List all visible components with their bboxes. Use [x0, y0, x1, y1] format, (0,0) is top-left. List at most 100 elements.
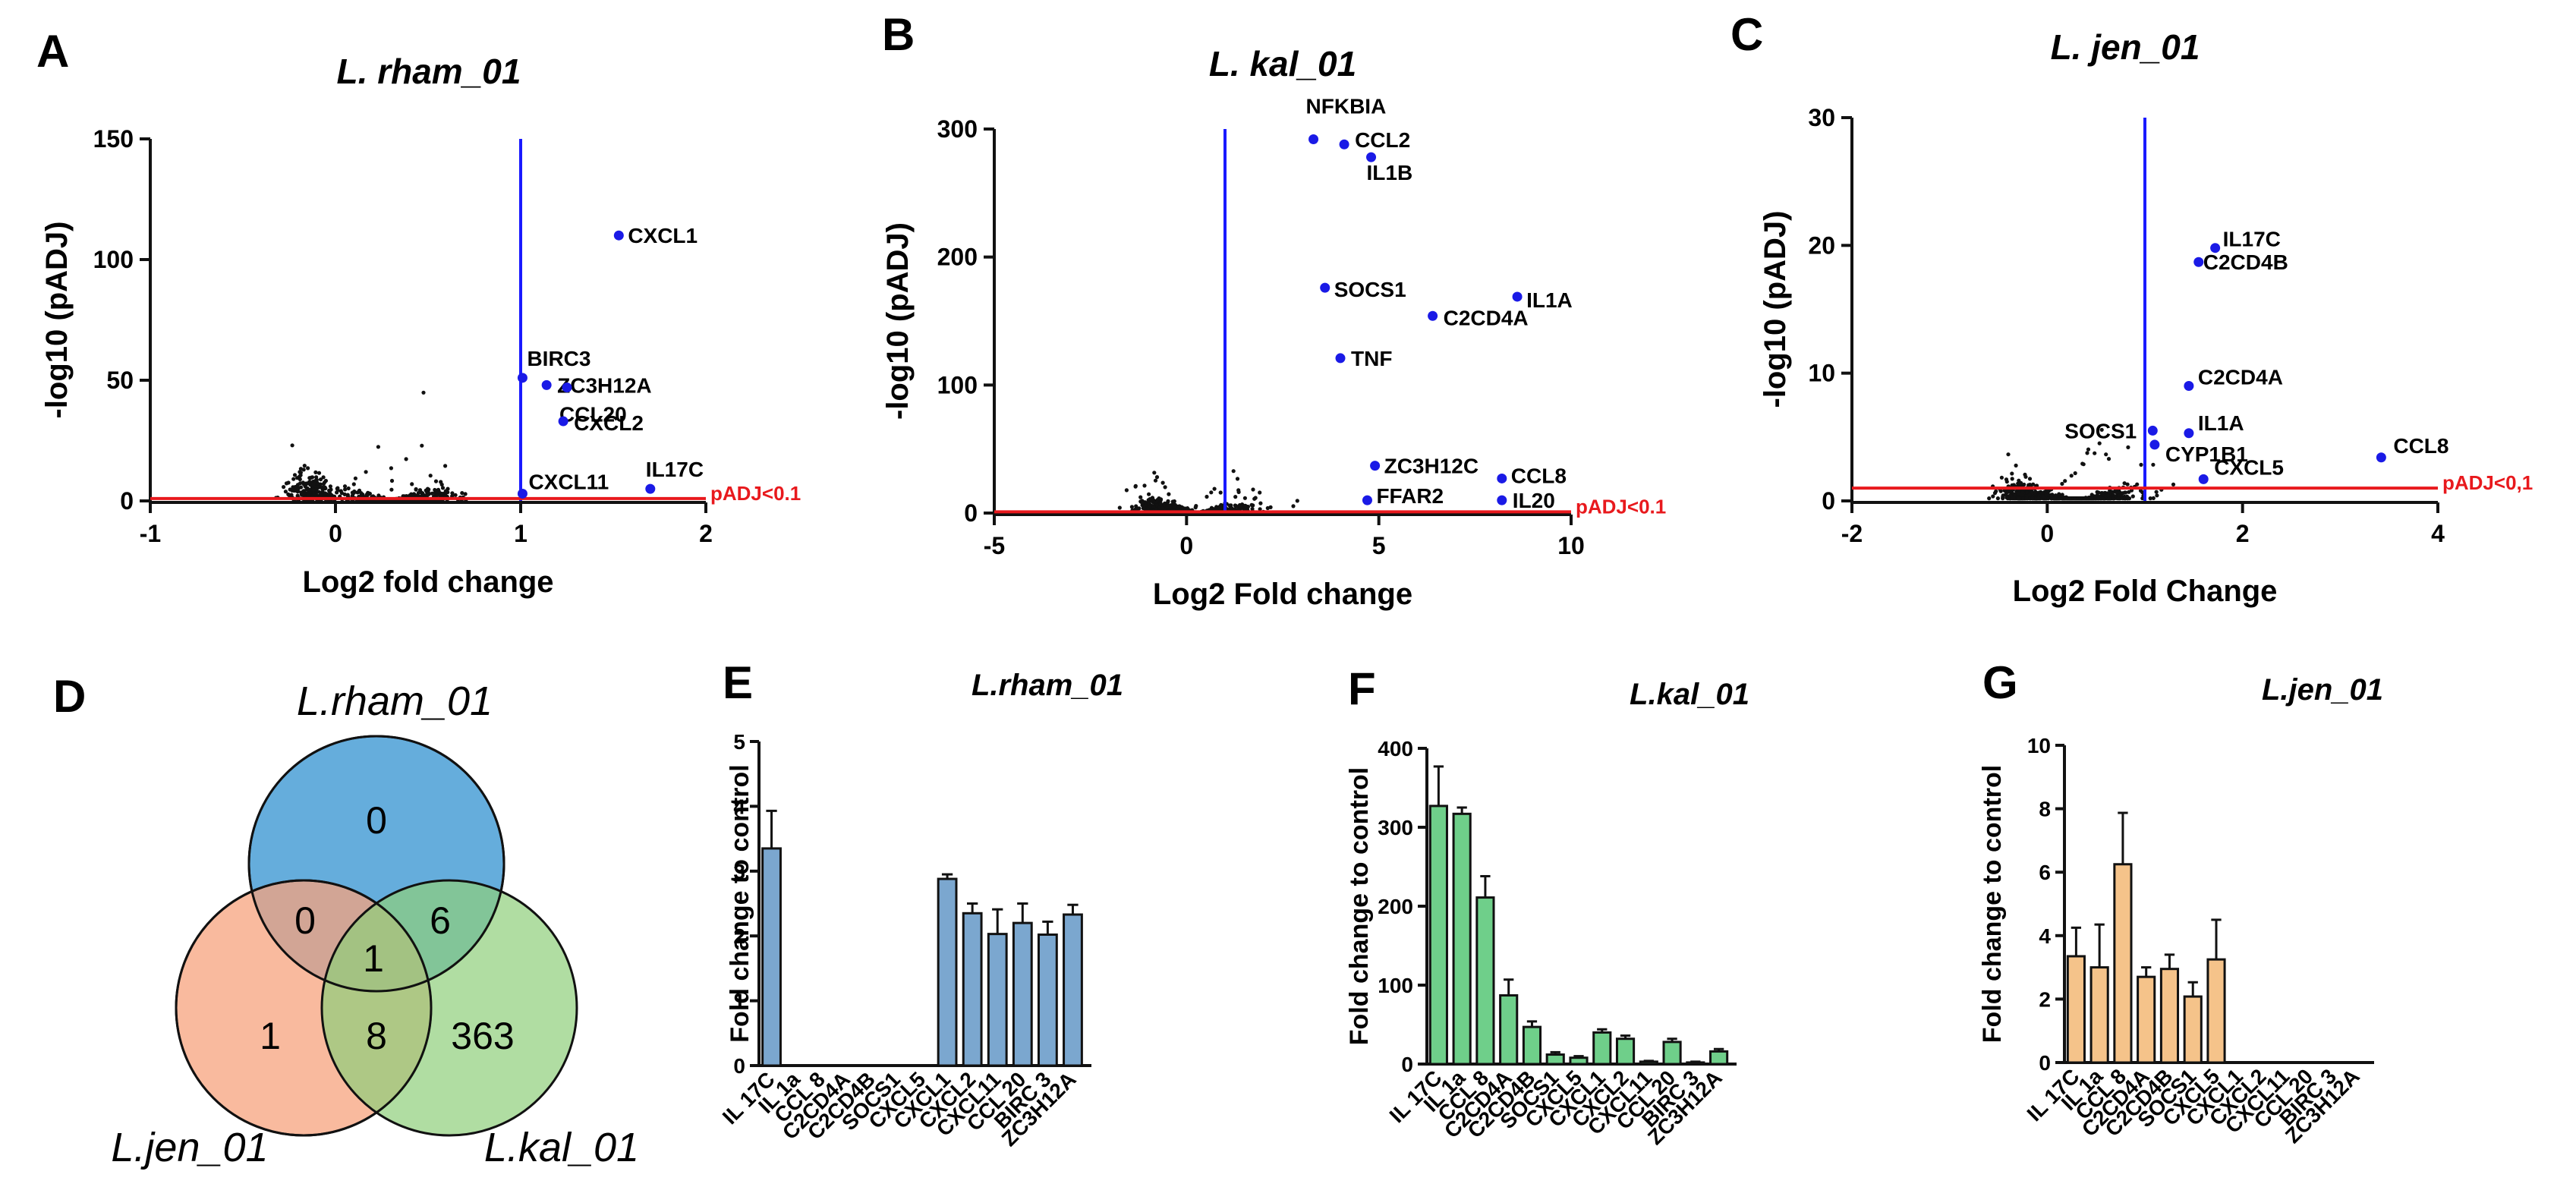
panel-letter-e: E: [723, 657, 753, 708]
volcano-point: [2086, 447, 2091, 452]
bar: [987, 933, 1008, 1067]
bar: [1592, 1031, 1612, 1066]
volcano-point: [311, 487, 316, 492]
volcano-point: [2135, 482, 2140, 486]
threshold-label: pADJ<0.1: [1576, 495, 1666, 518]
highlighted-gene-point: [1335, 353, 1346, 364]
volcano-point: [1160, 480, 1165, 485]
volcano-point: [1231, 469, 1236, 474]
bar: [1545, 1053, 1565, 1066]
volcano-point: [2085, 451, 2089, 455]
x-tick-label: 2: [2236, 520, 2250, 547]
volcano-point: [311, 482, 316, 486]
volcano-point: [1243, 503, 1248, 508]
bar: [2159, 968, 2180, 1064]
volcano-point: [425, 493, 430, 498]
volcano-point: [339, 489, 343, 493]
volcano-point: [2024, 496, 2029, 500]
x-tick-label: 5: [1372, 532, 1386, 559]
y-tick-label: 150: [93, 125, 134, 153]
bar: [2066, 955, 2086, 1064]
volcano-point: [301, 468, 306, 472]
y-tick-label: 2: [2039, 987, 2051, 1011]
volcano-point: [307, 489, 311, 493]
volcano-point: [1258, 490, 1262, 495]
x-tick-label: 0: [329, 520, 342, 547]
y-tick-label: 0: [2039, 1051, 2051, 1075]
x-tick-label: -1: [140, 520, 161, 547]
venn-count-rham-jen: 0: [294, 899, 316, 942]
gene-label: C2CD4B: [2203, 250, 2288, 274]
volcano-point: [1217, 506, 1222, 511]
volcano-point: [2008, 489, 2012, 493]
volcano-point: [321, 475, 326, 480]
volcano-point: [414, 486, 418, 492]
bar: [2089, 966, 2109, 1064]
highlighted-gene-point: [613, 230, 624, 241]
volcano-point: [2080, 461, 2085, 466]
volcano-point: [1158, 497, 1164, 502]
bar: [1475, 896, 1495, 1066]
bar: [1012, 921, 1033, 1067]
volcano-point: [420, 491, 425, 496]
gene-label: IL1B: [1367, 161, 1413, 184]
highlighted-gene-point: [1512, 291, 1523, 302]
chart-title: L. jen_01: [2051, 27, 2200, 67]
bar: [1522, 1025, 1542, 1066]
volcano-point: [323, 480, 327, 485]
volcano-point: [289, 493, 294, 497]
volcano-point: [2111, 496, 2115, 501]
bar: [761, 847, 782, 1067]
x-tick-label: 4: [2431, 520, 2445, 547]
volcano-point: [2116, 496, 2121, 501]
volcano-plot-a: -1 0 1 2050100150pADJ<0.1CXCL1BIRC3ZC3H12AC…: [40, 52, 801, 599]
highlighted-gene-point: [2184, 428, 2194, 439]
y-tick-label: 10: [2027, 734, 2051, 757]
y-tick-label: 100: [1378, 974, 1413, 997]
highlighted-gene-point: [1428, 310, 1438, 321]
venn-outline-rham: [247, 735, 505, 993]
volcano-point: [1991, 494, 1995, 499]
y-axis-label: Fold change to control: [726, 764, 754, 1042]
volcano-point: [1167, 492, 1171, 496]
volcano-point: [2123, 490, 2128, 495]
volcano-point: [1992, 491, 1998, 496]
volcano-point: [2130, 494, 2135, 499]
highlighted-gene-point: [2210, 243, 2221, 253]
volcano-point: [2078, 496, 2083, 501]
volcano-point: [314, 477, 319, 482]
volcano-point: [306, 493, 310, 497]
volcano-point: [2020, 496, 2025, 501]
volcano-point: [2012, 492, 2017, 496]
gene-label: CYP1B1: [2165, 442, 2248, 466]
venn-count-jen-kal: 8: [366, 1015, 387, 1057]
volcano-point: [435, 490, 439, 495]
volcano-point: [2053, 493, 2058, 498]
volcano-point: [2104, 452, 2108, 457]
volcano-point: [1219, 502, 1223, 507]
volcano-point: [1135, 506, 1140, 511]
volcano-point: [1236, 490, 1241, 495]
volcano-point: [2106, 493, 2111, 498]
volcano-point: [2083, 496, 2088, 501]
volcano-point: [1987, 496, 1992, 501]
gene-label: CXCL5: [2214, 455, 2284, 479]
volcano-point: [421, 390, 426, 395]
volcano-point: [376, 445, 380, 449]
volcano-point: [2067, 496, 2072, 501]
y-tick-label: 1: [733, 990, 745, 1013]
volcano-point: [1265, 505, 1270, 511]
volcano-point: [1251, 487, 1255, 492]
volcano-point: [291, 477, 296, 481]
chart-title: L.rham_01: [972, 669, 1123, 702]
x-axis-label: Log2 Fold Change: [2013, 575, 2278, 608]
volcano-point: [417, 488, 423, 493]
volcano-point: [1160, 505, 1165, 511]
bar: [1709, 1050, 1729, 1066]
volcano-point: [301, 491, 306, 496]
panel-letter-a: A: [36, 26, 69, 77]
volcano-point: [2045, 493, 2049, 498]
chart-title: L. rham_01: [337, 52, 521, 91]
